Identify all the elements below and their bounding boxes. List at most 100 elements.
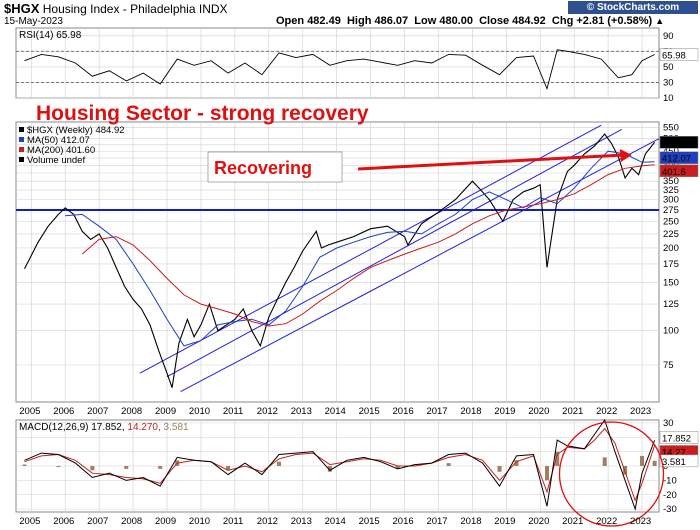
macd-hist-bar (395, 466, 400, 469)
macd-legend-part: 14.270, (127, 422, 163, 433)
price-legend-entry: Volume undef (27, 155, 85, 166)
macd-hist-bar (652, 460, 657, 466)
macd-legend-part: 3.581 (164, 422, 189, 433)
close-value: 484.92 (512, 15, 546, 27)
chart-date: 15-May-2023 (4, 16, 63, 27)
recovering-callout-box (207, 151, 343, 183)
channel-line-3 (180, 138, 660, 393)
price-x-tick-label: 2020 (528, 406, 549, 417)
price-panel: 7510012515017520022525027530032535037540… (15, 121, 699, 403)
price-legend-swatch (19, 127, 24, 132)
price-x-tick-label: 2021 (562, 406, 583, 417)
price-tick-label: 250 (663, 216, 679, 227)
price-tick-label: 200 (663, 243, 679, 254)
macd-x-tick-label: 2017 (426, 516, 447, 527)
chg-up-icon: ▲ (655, 16, 665, 26)
macd-hist-bar (158, 466, 163, 469)
macd-current-tag (659, 431, 699, 444)
ma50-current-tag (659, 151, 699, 164)
macd-x-tick-label: 2011 (223, 516, 243, 527)
price-x-tick-label: 2015 (359, 406, 380, 417)
macd-x-tick-label: 2010 (189, 516, 210, 527)
price-x-tick-label: 2018 (460, 406, 481, 417)
macd-x-tick-label: 2012 (257, 516, 278, 527)
price-x-tick-label: 2023 (630, 406, 651, 417)
annotation-layer: Housing Sector - strong recovery Recoveri… (36, 102, 632, 183)
price-tick-label: 150 (663, 277, 679, 288)
rsi-legend: RSI(14) 65.98 (19, 30, 82, 41)
price-x-tick-label: 2009 (155, 406, 176, 417)
macd-hist-bar (22, 464, 27, 466)
price-legend-entry: $HGX (Weekly) 484.92 (27, 125, 125, 136)
price-tick-label: 300 (663, 195, 679, 206)
price-tick-label: 100 (663, 326, 679, 337)
high-value: 486.07 (374, 15, 409, 27)
macd-x-tick-label: 2013 (291, 516, 312, 527)
rsi-tick-label: 30 (663, 77, 674, 88)
macd-hist-bar (545, 466, 550, 481)
macd-x-tick-label: 2008 (121, 516, 142, 527)
macd-x-tick-label: 2018 (460, 516, 481, 527)
price-x-tick-label: 2006 (53, 406, 74, 417)
macd-x-tick-label: 2022 (596, 516, 617, 527)
rsi-tick-label: 50 (663, 62, 674, 73)
price-x-tick-label: 2010 (189, 406, 210, 417)
open-label: Open (276, 15, 305, 27)
ma200-current-tag (659, 164, 699, 178)
recovering-arrow-shaft (357, 153, 624, 171)
price-tick-label: 275 (663, 205, 679, 216)
rsi-tick-label: 90 (663, 31, 674, 42)
price-x-tick-label: 2014 (325, 406, 346, 417)
macd-x-tick-label: 2006 (53, 516, 74, 527)
close-label: Close (479, 15, 510, 27)
rsi-series (24, 49, 655, 91)
ma50-series (65, 150, 655, 347)
macd-hist-bar (555, 451, 560, 466)
ma50-current-tag-label: 412.07 (662, 154, 691, 165)
price-legend-swatch (19, 147, 24, 152)
macd-hist-bar (497, 466, 502, 472)
macd-hist-bar (640, 455, 645, 466)
price-x-tick-label: 2011 (223, 406, 243, 417)
signal-current-tag-label: 14.27 (662, 447, 686, 458)
macd-hist-bar (446, 463, 451, 466)
macd-hist-bar (56, 466, 61, 467)
low-label: Low (414, 15, 437, 27)
recovering-arrow-head (619, 149, 632, 162)
stockcharts-logo: © StockCharts.com (568, 1, 698, 14)
price-tick-label: 125 (663, 299, 679, 310)
price-x-tick-label: 2007 (87, 406, 108, 417)
macd-hist-bar (124, 466, 129, 469)
price-x-tick-label: 2017 (426, 406, 447, 417)
open-value: 482.49 (307, 15, 341, 27)
exchange: INDX (198, 2, 228, 16)
ma200-series (81, 164, 655, 327)
ohlc-readout: Open 482.49 High 486.07 Low 480.00 Close… (276, 15, 664, 27)
macd-x-tick-label: 2015 (359, 516, 380, 527)
price-x-tick-label: 2019 (494, 406, 515, 417)
price-x-tick-label: 2008 (121, 406, 142, 417)
chart-header-symbol: $HGX Housing Index - Philadelphia INDX (4, 1, 228, 16)
price-tick-label: 75 (663, 360, 674, 371)
price-legend-swatch (19, 157, 24, 162)
ma200-current-tag-label: 401.6 (662, 167, 686, 178)
hist-current-tag-label: 3.581 (662, 457, 686, 468)
macd-tick-label: -20 (663, 490, 677, 501)
macd-hist-bar (327, 466, 332, 472)
low-value: 480.00 (439, 15, 473, 27)
highlight-circle (558, 421, 665, 527)
price-legend-swatch (19, 137, 24, 142)
price-x-tick-label: 2016 (393, 406, 414, 417)
price-current-tag (659, 136, 699, 149)
macd-x-tick-label: 2019 (494, 516, 515, 527)
macd-x-tick-label: 2023 (630, 516, 651, 527)
macd-x-tick-label: 2014 (325, 516, 346, 527)
macd-hist-bar (90, 466, 95, 471)
price-tick-label: 350 (663, 176, 679, 187)
rsi-tick-label: 10 (663, 93, 674, 104)
trend-channel (139, 124, 660, 393)
recovering-callout-text: Recovering (214, 158, 312, 178)
macd-x-tick-label: 2021 (562, 516, 583, 527)
macd-hist-bar (226, 466, 231, 471)
price-tick-label: 175 (663, 259, 679, 270)
